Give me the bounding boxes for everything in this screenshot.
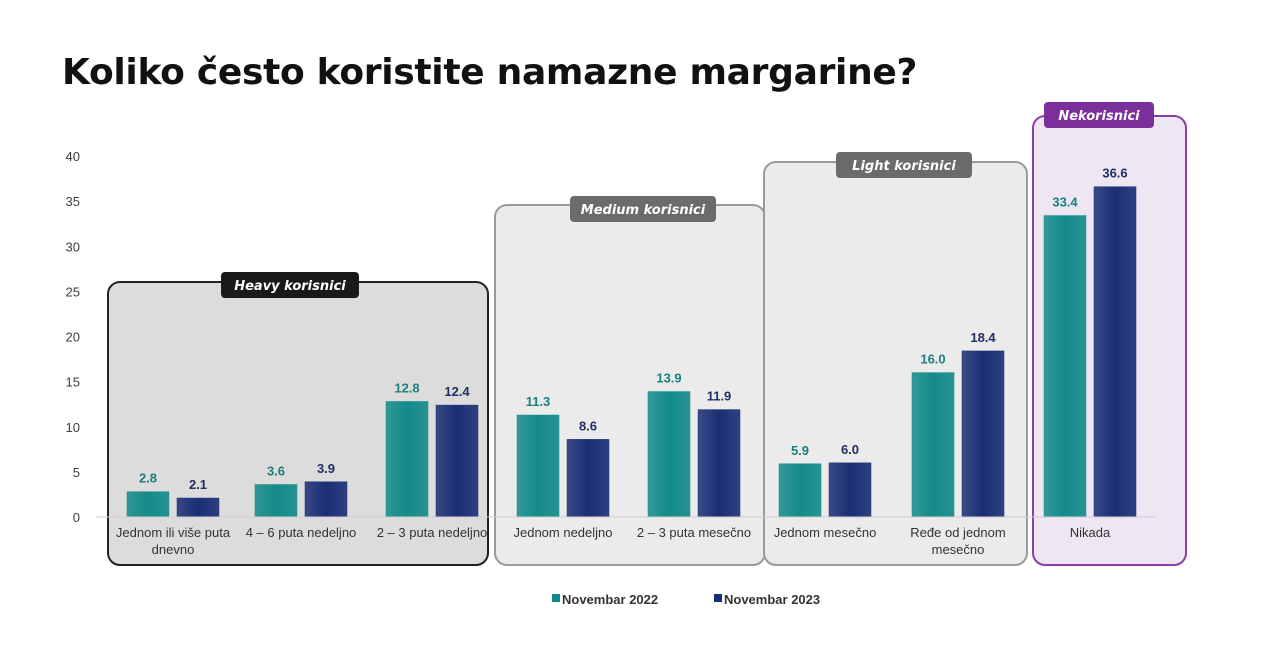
group-label-tag-2 (836, 152, 972, 178)
x-tick-label: 2 – 3 puta mesečno (637, 525, 751, 540)
data-label: 13.9 (656, 371, 681, 386)
group-box-0 (107, 281, 489, 566)
y-tick-label: 10 (66, 420, 80, 435)
data-label: 11.9 (707, 389, 732, 404)
data-label: 12.4 (444, 384, 470, 399)
bar-2023 (961, 350, 1005, 518)
group-label-tag-1 (570, 196, 716, 222)
x-tick-label: Jednom nedeljno (513, 525, 612, 540)
legend-label: Novembar 2022 (562, 592, 658, 607)
y-tick-label: 0 (73, 510, 80, 525)
y-tick-label: 15 (66, 375, 80, 390)
group-label-3: Nekorisnici (1058, 109, 1140, 124)
bar-2023 (828, 462, 872, 518)
bar-2022 (911, 372, 955, 518)
bar-2022 (647, 391, 691, 518)
group-label-0: Heavy korisnici (234, 279, 346, 294)
data-label: 3.9 (317, 461, 335, 476)
data-label: 16.0 (920, 352, 945, 367)
bar-2022 (254, 484, 298, 518)
x-tick-label: Jednom mesečno (774, 525, 877, 540)
y-tick-label: 40 (66, 149, 80, 164)
data-label: 11.3 (526, 394, 551, 409)
group-label-tag-0 (221, 272, 359, 298)
data-label: 6.0 (841, 442, 859, 457)
data-label: 33.4 (1052, 195, 1078, 210)
bar-2023 (435, 404, 479, 518)
bar-2023 (1093, 186, 1137, 518)
legend-swatch-0 (552, 594, 560, 602)
data-label: 18.4 (970, 330, 996, 345)
data-labels: 2.8 3.6 12.8 11.3 13.9 5.9 16.0 33.4 2.1 3.9 12.4 8… (139, 166, 1128, 492)
x-tick-label: mesečno (932, 542, 985, 557)
data-label: 12.8 (394, 380, 419, 395)
data-label: 2.8 (139, 471, 157, 486)
bar-2023 (176, 497, 220, 518)
data-label: 5.9 (791, 443, 809, 458)
data-label: 8.6 (579, 418, 597, 433)
bar-2023 (566, 439, 610, 518)
group-label-tag-3 (1044, 102, 1154, 128)
bar-2022 (778, 463, 822, 518)
data-label: 36.6 (1102, 166, 1127, 181)
data-label: 2.1 (189, 477, 207, 492)
page-title: Koliko često koristite namazne margarine… (62, 52, 918, 93)
x-tick-label: Nikada (1070, 525, 1111, 540)
y-tick-label: 30 (66, 239, 80, 254)
x-tick-label: Ređe od jednom (910, 525, 1005, 540)
x-tick-label: 2 – 3 puta nedeljno (377, 525, 488, 540)
y-axis: 0 5 10 15 20 25 30 35 40 (66, 149, 80, 525)
x-tick-label: 4 – 6 puta nedeljno (246, 525, 357, 540)
y-tick-label: 20 (66, 330, 80, 345)
x-tick-label: dnevno (152, 542, 195, 557)
group-label-1: Medium korisnici (581, 203, 706, 218)
legend-label: Novembar 2023 (724, 592, 820, 607)
legend-swatch-1 (714, 594, 722, 602)
bars (126, 186, 1137, 518)
legend: Novembar 2022 Novembar 2023 (552, 592, 820, 607)
y-tick-label: 25 (66, 284, 80, 299)
x-tick-label: Jednom ili više puta (116, 525, 231, 540)
group-labels: Heavy korisnici Medium korisnici Light kor… (221, 102, 1154, 298)
y-tick-label: 35 (66, 194, 80, 209)
bar-2022 (516, 414, 560, 518)
bar-2023 (697, 409, 741, 518)
y-tick-label: 5 (73, 465, 80, 480)
bar-2022 (126, 491, 170, 518)
bar-2023 (304, 481, 348, 518)
group-label-2: Light korisnici (852, 159, 956, 174)
bar-2022 (385, 401, 429, 518)
data-label: 3.6 (267, 464, 285, 479)
x-axis: Jednom ili više puta dnevno 4 – 6 puta ned… (96, 516, 1155, 557)
bar-2022 (1043, 215, 1087, 518)
